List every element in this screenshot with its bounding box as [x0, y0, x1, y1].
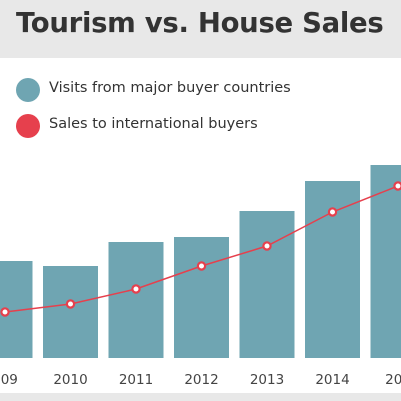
- sales-point-2012: [196, 261, 207, 271]
- x-tick-label-2014: 2014: [315, 372, 349, 388]
- sales-point-2015: [393, 181, 401, 191]
- chart-title: Tourism vs. House Sales: [16, 7, 384, 39]
- bar-2015: [370, 165, 401, 358]
- sales-point-2014: [327, 207, 338, 217]
- x-tick-label-2013: 2013: [250, 372, 284, 388]
- title-bar: Tourism vs. House Sales: [0, 0, 401, 58]
- legend-swatch-sales: [16, 114, 40, 138]
- legend-label-visits: Visits from major buyer countries: [49, 80, 291, 96]
- bar-2010: [43, 266, 98, 358]
- x-tick-label-2010: 2010: [53, 372, 87, 388]
- x-tick-label-2012: 2012: [184, 372, 218, 388]
- bottom-strip: [0, 393, 401, 401]
- bar-2012: [174, 237, 229, 358]
- bar-2011: [108, 242, 164, 358]
- sales-point-2013: [262, 241, 272, 251]
- x-tick-label-2011: 2011: [119, 372, 153, 388]
- legend-label-sales: Sales to international buyers: [49, 116, 258, 132]
- sales-point-2009: [0, 307, 10, 317]
- legend-swatch-visits: [16, 78, 40, 102]
- bar-2013: [239, 211, 295, 358]
- sales-point-2011: [131, 284, 141, 294]
- sales-point-2010: [65, 299, 76, 309]
- x-tick-label-2015: 201: [385, 372, 401, 388]
- x-tick-label-2009: 009: [0, 372, 18, 388]
